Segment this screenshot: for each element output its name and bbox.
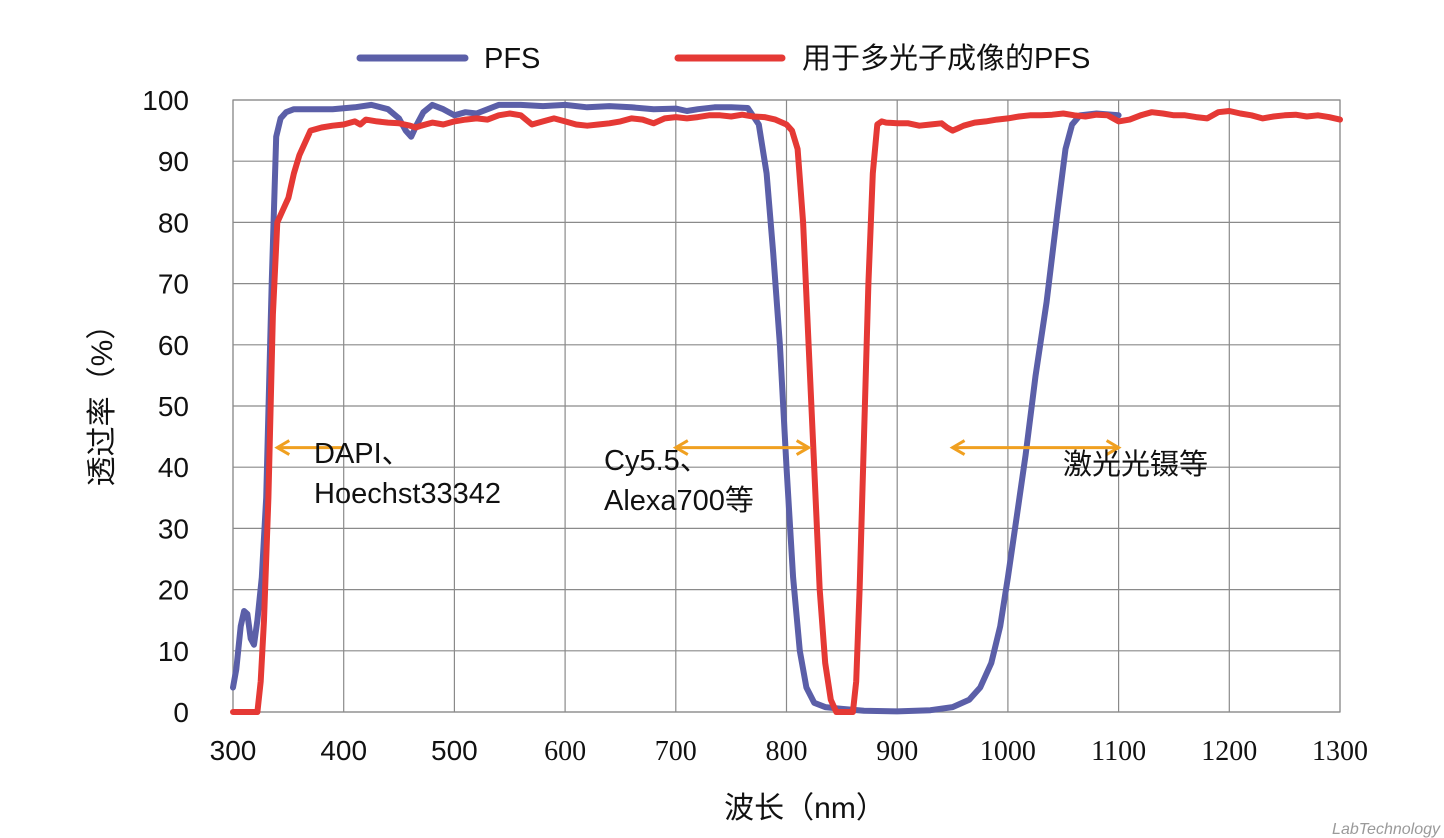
y-tick-label: 20 — [158, 575, 189, 606]
y-axis: 0 10 20 30 40 50 60 70 80 90 100 — [142, 85, 189, 728]
annotation-label-cy55: Cy5.5、 — [604, 445, 709, 477]
legend-label: 用于多光子成像的PFS — [802, 42, 1090, 75]
y-tick-label: 0 — [173, 697, 189, 728]
arrow-head — [274, 439, 291, 456]
arrow-head — [795, 439, 812, 456]
series-group — [230, 101, 1343, 715]
watermark: LabTechnology — [1332, 821, 1441, 838]
x-tick-label: 500 — [431, 735, 478, 766]
annotation-label-dapi: Hoechst33342 — [314, 478, 501, 510]
x-tick-label: 900 — [876, 736, 918, 767]
x-tick-label: 600 — [544, 736, 586, 767]
annotations: DAPI、 Hoechst33342 Cy5.5、 Alexa700等 激光光镊等 — [274, 438, 1208, 517]
y-tick-label: 90 — [158, 146, 189, 177]
plot-area-border — [232, 99, 1341, 713]
y-tick-label: 70 — [158, 269, 189, 300]
arrow-head — [672, 439, 689, 456]
y-tick-label: 10 — [158, 636, 189, 667]
x-axis-title: 波长（nm） — [724, 792, 886, 825]
annotation-label-cy55: Alexa700等 — [604, 484, 754, 517]
legend: PFS 用于多光子成像的PFS — [356, 42, 1090, 75]
series-line-pfs — [230, 101, 1122, 715]
arrow-head — [949, 439, 966, 456]
y-tick-label: 80 — [158, 207, 189, 238]
annotation-label-dapi: DAPI、 — [314, 438, 411, 470]
y-tick-label: 50 — [158, 391, 189, 422]
y-tick-label: 40 — [158, 452, 189, 483]
x-tick-label: 1000 — [980, 736, 1036, 767]
x-tick-label: 700 — [655, 736, 697, 767]
annotation-label-laser: 激光光镊等 — [1063, 448, 1208, 481]
y-tick-label: 30 — [158, 513, 189, 544]
arrow-head — [1105, 439, 1122, 456]
x-tick-label: 300 — [210, 735, 257, 766]
y-axis-title: 透过率（%） — [86, 310, 119, 487]
x-tick-label: 400 — [320, 735, 367, 766]
x-tick-label: 1100 — [1091, 736, 1146, 767]
x-tick-label: 800 — [766, 736, 808, 767]
y-tick-label: 60 — [158, 330, 189, 361]
x-tick-label: 1300 — [1312, 736, 1368, 767]
grid — [232, 99, 1341, 713]
y-tick-label: 100 — [142, 85, 189, 116]
legend-label: PFS — [484, 43, 540, 75]
series-line-multiphoton-pfs — [230, 108, 1343, 715]
x-tick-label: 1200 — [1201, 736, 1257, 767]
x-axis: 300 400 500 600 700 800 900 1000 1100 1200 1300 — [210, 735, 1368, 767]
